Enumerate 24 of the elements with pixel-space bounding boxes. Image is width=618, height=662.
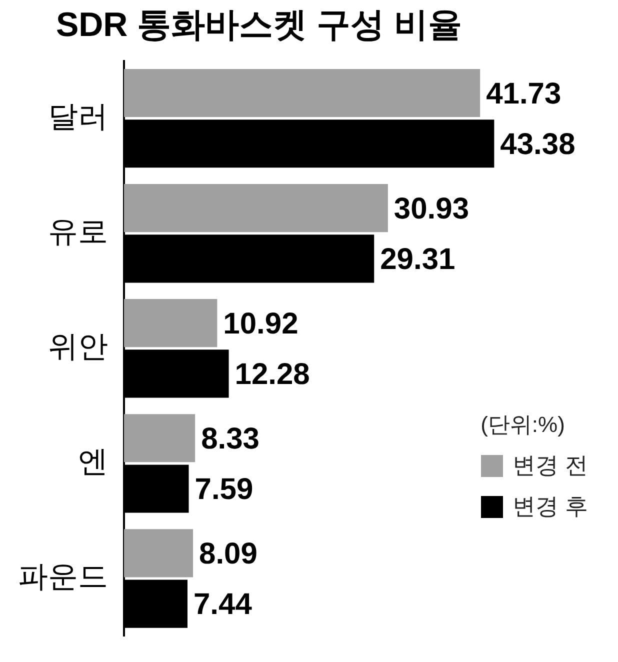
legend-label: 변경 전	[512, 451, 588, 480]
data-label: 43.38	[500, 128, 576, 161]
data-label: 12.28	[234, 358, 310, 391]
data-label: 41.73	[486, 77, 562, 110]
data-label: 10.92	[223, 307, 298, 340]
data-label: 29.31	[380, 242, 456, 276]
y-tick-label: 위안	[48, 330, 108, 364]
y-tick-label: 유로	[48, 216, 108, 249]
y-tick-label: 달러	[48, 100, 108, 134]
y-tick-label: 엔	[78, 446, 108, 479]
data-label: 8.33	[201, 422, 260, 456]
bar	[124, 299, 218, 348]
y-tick-label: 파운드	[18, 560, 108, 594]
data-label: 30.93	[394, 192, 470, 226]
bar	[124, 529, 194, 578]
bar	[124, 184, 388, 232]
annotation: (단위:%)	[480, 411, 566, 439]
chart-title: SDR 통화바스켓 구성 비율	[56, 6, 462, 44]
bar	[124, 414, 196, 462]
data-label: 7.59	[194, 473, 254, 506]
data-label: 8.09	[199, 537, 258, 570]
legend-label: 변경 후	[512, 492, 588, 521]
bar	[124, 68, 480, 118]
data-label: 7.44	[193, 588, 252, 622]
